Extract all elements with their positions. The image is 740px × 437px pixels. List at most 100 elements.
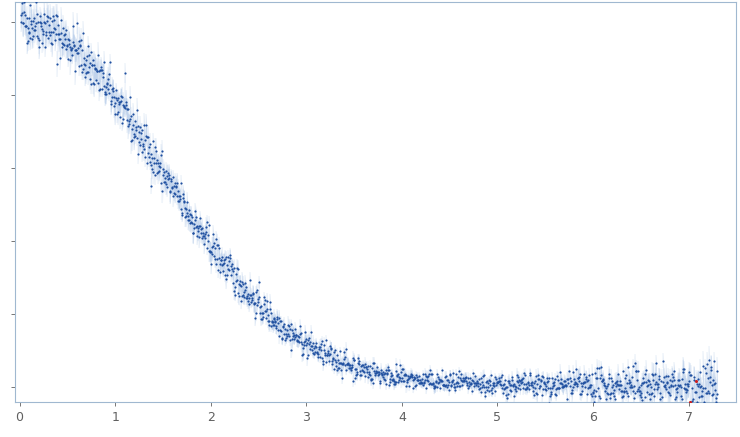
Point — [298, 339, 310, 346]
Point — [545, 389, 556, 396]
Point — [272, 319, 284, 326]
Point — [667, 374, 679, 381]
Point — [613, 386, 625, 393]
Point — [181, 213, 192, 220]
Point — [302, 336, 314, 343]
Point — [604, 390, 616, 397]
Point — [640, 367, 652, 374]
Point — [545, 390, 557, 397]
Point — [363, 362, 375, 369]
Point — [292, 338, 303, 345]
Point — [183, 213, 195, 220]
Point — [216, 261, 228, 268]
Point — [370, 370, 382, 377]
Point — [274, 317, 286, 324]
Point — [395, 368, 407, 375]
Point — [518, 381, 530, 388]
Point — [578, 379, 590, 386]
Point — [389, 368, 401, 375]
Point — [562, 376, 574, 383]
Point — [323, 351, 334, 358]
Point — [159, 175, 171, 182]
Point — [254, 310, 266, 317]
Point — [680, 389, 692, 396]
Point — [305, 329, 317, 336]
Point — [468, 379, 480, 386]
Point — [147, 138, 159, 145]
Point — [349, 365, 361, 372]
Point — [483, 377, 495, 384]
Point — [505, 373, 517, 380]
Point — [124, 116, 135, 123]
Point — [280, 331, 292, 338]
Point — [386, 376, 397, 383]
Point — [303, 351, 314, 358]
Point — [484, 378, 496, 385]
Point — [647, 372, 659, 379]
Point — [687, 395, 699, 402]
Point — [97, 69, 109, 76]
Point — [551, 372, 563, 379]
Point — [653, 373, 665, 380]
Point — [403, 375, 415, 382]
Point — [487, 380, 499, 387]
Point — [261, 305, 273, 312]
Point — [329, 365, 340, 372]
Point — [686, 397, 698, 404]
Point — [352, 354, 363, 361]
Point — [296, 340, 308, 347]
Point — [73, 37, 85, 44]
Point — [488, 379, 500, 386]
Point — [218, 257, 230, 264]
Point — [589, 392, 601, 399]
Point — [283, 323, 295, 330]
Point — [690, 378, 702, 385]
Point — [378, 370, 390, 377]
Point — [152, 156, 164, 163]
Point — [203, 222, 215, 229]
Point — [443, 378, 454, 385]
Point — [417, 379, 428, 386]
Point — [266, 319, 278, 326]
Point — [599, 384, 611, 391]
Point — [500, 385, 511, 392]
Point — [559, 382, 571, 388]
Point — [202, 238, 214, 245]
Point — [592, 385, 604, 392]
Point — [656, 393, 667, 400]
Point — [37, 31, 49, 38]
Point — [231, 265, 243, 272]
Point — [229, 277, 241, 284]
Point — [232, 292, 244, 299]
Point — [312, 353, 323, 360]
Point — [32, 35, 44, 42]
Point — [158, 165, 169, 172]
Point — [141, 159, 153, 166]
Point — [325, 346, 337, 353]
Point — [532, 375, 544, 382]
Point — [695, 382, 707, 389]
Point — [563, 402, 575, 409]
Point — [368, 360, 380, 367]
Point — [684, 399, 696, 406]
Point — [400, 383, 412, 390]
Point — [673, 377, 684, 384]
Point — [339, 353, 351, 360]
Point — [164, 187, 176, 194]
Point — [519, 372, 531, 379]
Point — [471, 380, 483, 387]
Point — [465, 380, 477, 387]
Point — [337, 359, 349, 366]
Point — [431, 383, 443, 390]
Point — [415, 379, 427, 386]
Point — [283, 332, 295, 339]
Point — [642, 383, 653, 390]
Point — [317, 357, 329, 364]
Point — [309, 345, 320, 352]
Point — [606, 384, 618, 391]
Point — [260, 315, 272, 322]
Point — [169, 191, 181, 198]
Point — [174, 196, 186, 203]
Point — [339, 361, 351, 368]
Point — [98, 59, 110, 66]
